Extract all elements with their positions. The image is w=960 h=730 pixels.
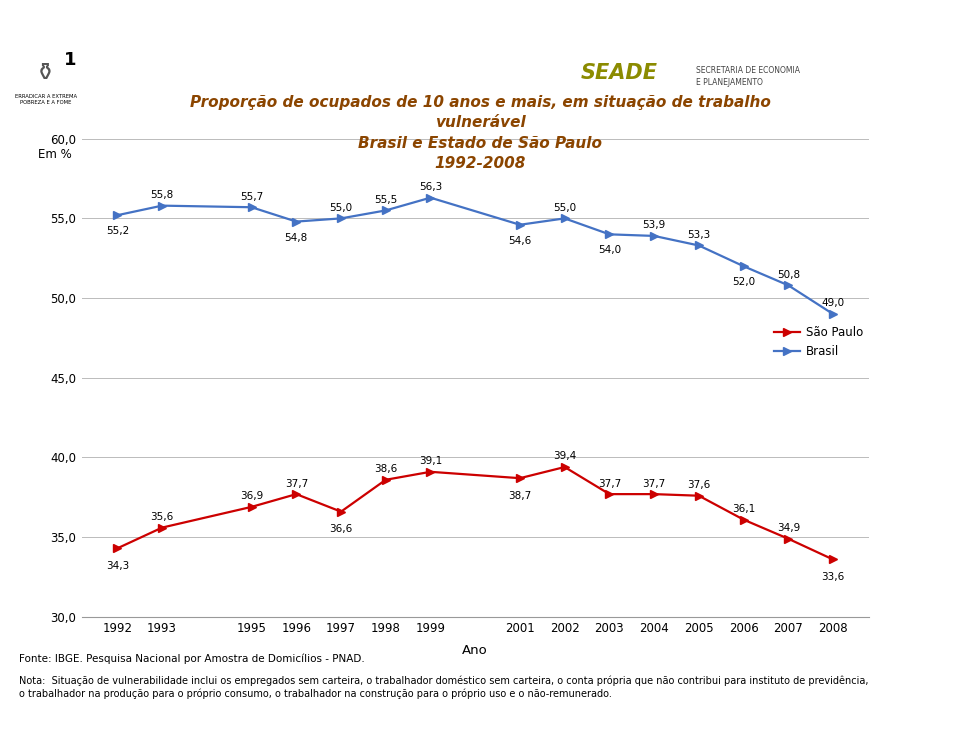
Legend: São Paulo, Brasil: São Paulo, Brasil (774, 326, 863, 358)
Text: 35,6: 35,6 (151, 512, 174, 522)
X-axis label: Ano: Ano (463, 644, 488, 657)
Text: SECRETARIA DE ECONOMIA
E PLANEJAMENTO: SECRETARIA DE ECONOMIA E PLANEJAMENTO (696, 66, 800, 87)
Text: 37,7: 37,7 (285, 479, 308, 488)
Text: 34,9: 34,9 (777, 523, 800, 533)
Text: 36,9: 36,9 (240, 491, 263, 502)
Text: 1: 1 (64, 51, 77, 69)
Text: 38,6: 38,6 (374, 464, 397, 475)
Text: 55,5: 55,5 (374, 195, 397, 205)
Text: 39,1: 39,1 (419, 456, 443, 466)
Text: 39,4: 39,4 (553, 451, 576, 461)
Text: 56,3: 56,3 (419, 182, 443, 192)
Text: 55,0: 55,0 (329, 203, 352, 213)
Text: ERRADICAR A EXTREMA
POBREZA E A FOME: ERRADICAR A EXTREMA POBREZA E A FOME (14, 94, 77, 105)
Text: 53,9: 53,9 (642, 220, 665, 231)
Text: 53,3: 53,3 (687, 230, 710, 240)
Text: 37,7: 37,7 (598, 479, 621, 488)
Text: 54,6: 54,6 (508, 236, 532, 246)
Text: Proporção de ocupados de 10 anos e mais, em situação de trabalho
vulnerável
Bras: Proporção de ocupados de 10 anos e mais,… (189, 95, 771, 171)
Text: 52,0: 52,0 (732, 277, 756, 288)
Text: 38,7: 38,7 (508, 491, 532, 501)
Text: 55,7: 55,7 (240, 192, 263, 201)
Text: 50,8: 50,8 (777, 270, 800, 280)
Text: 37,6: 37,6 (687, 480, 710, 490)
Text: 54,0: 54,0 (598, 245, 621, 255)
Text: 33,6: 33,6 (822, 572, 845, 583)
Text: SEADE: SEADE (581, 63, 658, 83)
Text: 55,2: 55,2 (106, 226, 129, 237)
Text: Relatório Estadual de Acompanhamento - 2008: Relatório Estadual de Acompanhamento - 2… (556, 12, 946, 28)
Text: Fonte: IBGE. Pesquisa Nacional por Amostra de Domicílios - PNAD.: Fonte: IBGE. Pesquisa Nacional por Amost… (19, 653, 365, 664)
Text: 36,1: 36,1 (732, 504, 756, 514)
Text: 37,7: 37,7 (642, 479, 665, 488)
Text: ⚱: ⚱ (36, 61, 56, 85)
Text: 36,6: 36,6 (329, 524, 352, 534)
Text: 55,0: 55,0 (553, 203, 576, 213)
Text: 49,0: 49,0 (822, 299, 845, 309)
Text: Em %: Em % (38, 148, 72, 161)
Text: 34,3: 34,3 (106, 561, 129, 571)
Text: Nota:  Situação de vulnerabilidade inclui os empregados sem carteira, o trabalha: Nota: Situação de vulnerabilidade inclui… (19, 675, 869, 699)
Text: 55,8: 55,8 (151, 190, 174, 200)
Text: 54,8: 54,8 (285, 233, 308, 243)
